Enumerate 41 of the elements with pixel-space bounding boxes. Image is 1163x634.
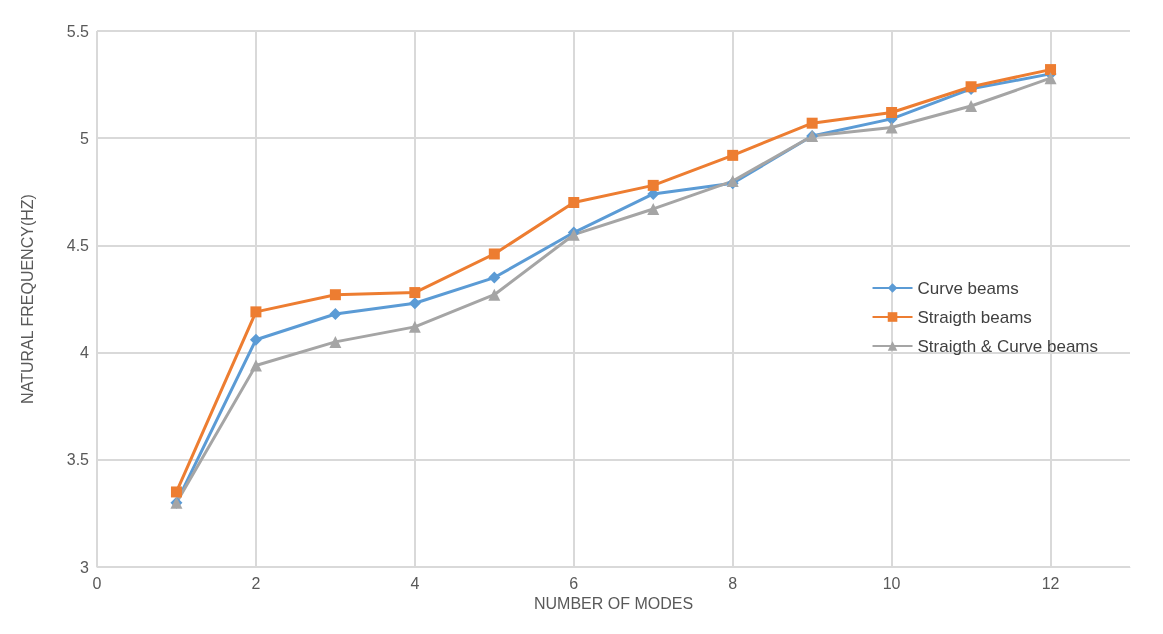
point: [408, 297, 421, 310]
point: [329, 289, 341, 301]
y-tick-label: 5: [80, 129, 90, 147]
x-tick-label: 0: [92, 574, 102, 592]
y-tick-label: 3.5: [66, 451, 90, 469]
point: [727, 149, 739, 161]
x-axis-title: NUMBER OF MODES: [533, 595, 694, 613]
point: [568, 197, 580, 209]
point: [965, 100, 978, 113]
y-tick-label: 5.5: [66, 22, 90, 40]
legend-label: Straigth & Curve beams: [917, 336, 1098, 356]
x-tick-label: 8: [728, 574, 738, 592]
y-tick-label: 4: [80, 344, 90, 362]
point: [488, 271, 501, 284]
point: [170, 486, 182, 498]
x-tick-label: 6: [569, 574, 579, 592]
x-tick-label: 12: [1041, 574, 1060, 592]
point: [409, 287, 421, 299]
y-axis-title: NATURAL FREQUENCY(HZ): [18, 194, 36, 404]
x-tick-label: 2: [251, 574, 261, 592]
point: [647, 179, 659, 191]
x-tick-label: 10: [882, 574, 901, 592]
point: [249, 359, 262, 372]
point: [885, 121, 898, 134]
point: [329, 335, 342, 348]
point: [329, 308, 342, 321]
point: [408, 320, 421, 333]
point: [886, 106, 898, 118]
y-tick-label: 3: [80, 558, 90, 576]
x-tick-label: 4: [410, 574, 420, 592]
point: [806, 117, 818, 129]
point: [249, 333, 262, 346]
point: [1044, 72, 1057, 85]
point: [250, 306, 262, 318]
point: [647, 202, 660, 215]
y-tick-label: 4.5: [66, 236, 90, 254]
point: [488, 248, 500, 260]
legend-label: Straigth beams: [917, 307, 1032, 327]
legend-label: Curve beams: [917, 278, 1019, 298]
point: [488, 288, 501, 301]
point: [1045, 64, 1057, 76]
